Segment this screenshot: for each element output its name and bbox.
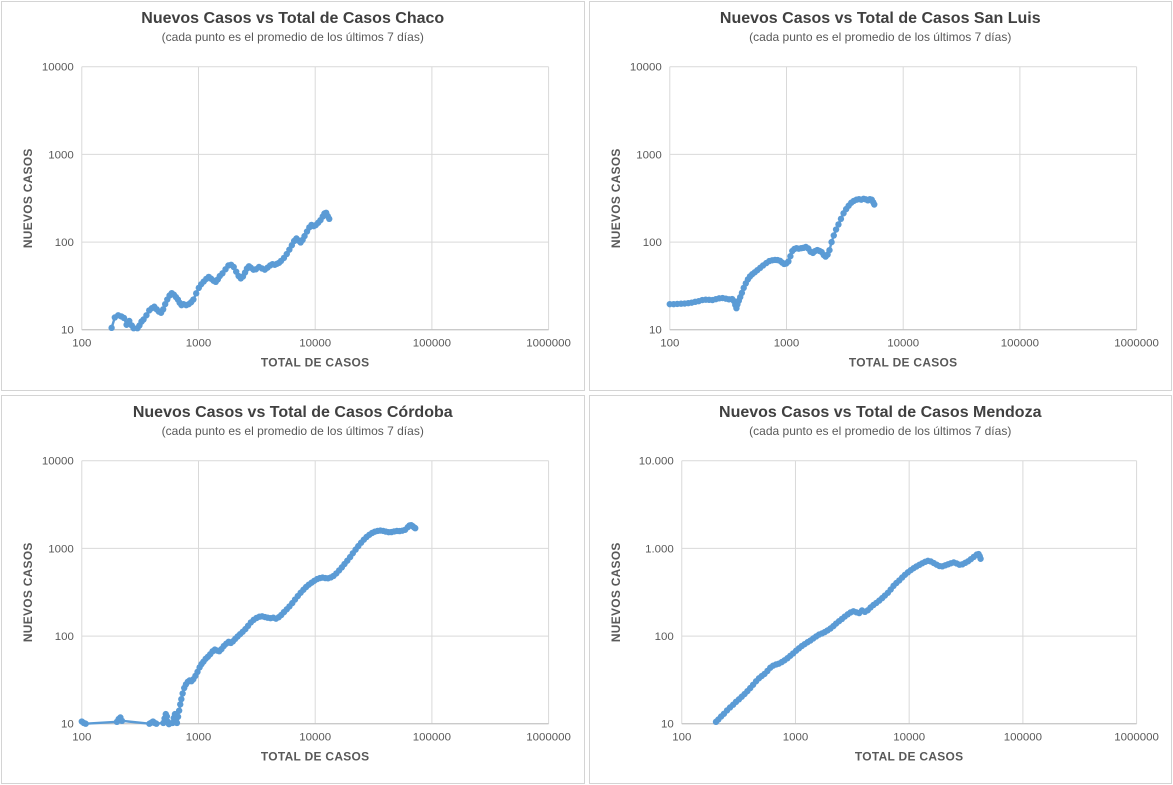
data-point (143, 312, 150, 319)
data-point (412, 524, 419, 531)
data-point (837, 215, 844, 223)
data-point (825, 246, 833, 254)
data-point (175, 706, 183, 714)
data-point (738, 289, 745, 297)
data-point (976, 555, 984, 562)
data-point (786, 253, 794, 260)
x-axis-title: TOTAL DE CASOS (854, 749, 963, 763)
data-point (174, 713, 182, 720)
data-point (120, 314, 128, 322)
data-point (153, 720, 160, 727)
x-tick-label: 1000000 (1114, 731, 1159, 743)
x-tick-label: 10000 (887, 338, 919, 350)
x-tick-label: 100 (660, 338, 679, 350)
y-tick-label: 1000 (636, 149, 662, 161)
data-point (190, 296, 197, 303)
data-point (178, 695, 185, 702)
y-tick-label: 10000 (42, 62, 74, 74)
data-point (830, 232, 837, 239)
chart-panel-cordoba: Nuevos Casos vs Total de Casos Córdoba (… (1, 394, 585, 784)
x-tick-label: 100000 (413, 338, 451, 350)
x-tick-label: 100 (72, 731, 91, 743)
data-point (173, 719, 181, 726)
y-tick-label: 1.000 (645, 543, 674, 555)
series-line (714, 552, 982, 723)
y-tick-label: 10000 (42, 455, 74, 467)
series-line (110, 211, 331, 330)
chart-panel-san-luis: Nuevos Casos vs Total de Casos San Luis … (588, 1, 1172, 391)
data-point (118, 717, 126, 724)
y-tick-label: 10 (661, 718, 674, 730)
data-point (230, 263, 237, 271)
y-tick-label: 100 (55, 631, 74, 643)
y-axis-title: NUEVOS CASOS (21, 148, 35, 248)
x-tick-label: 1000 (773, 338, 799, 350)
x-tick-label: 100000 (1003, 731, 1041, 743)
x-tick-label: 1000000 (526, 731, 571, 743)
y-tick-label: 10 (649, 325, 662, 337)
data-point (832, 226, 839, 233)
y-tick-label: 1000 (48, 149, 74, 161)
data-point (179, 689, 186, 697)
y-tick-label: 10000 (629, 62, 661, 74)
x-tick-label: 10000 (299, 338, 331, 350)
x-tick-label: 100 (72, 338, 91, 350)
x-axis-title: TOTAL DE CASOS (261, 749, 370, 763)
y-tick-label: 100 (642, 237, 661, 249)
y-tick-label: 10.000 (638, 455, 673, 467)
x-tick-label: 1000 (186, 338, 212, 350)
y-tick-label: 100 (55, 237, 74, 249)
y-axis-title: NUEVOS CASOS (608, 148, 622, 248)
y-axis-title: NUEVOS CASOS (608, 542, 622, 642)
data-point (159, 306, 167, 313)
data-point (326, 215, 333, 223)
x-tick-label: 100 (672, 731, 691, 743)
x-tick-label: 10000 (299, 731, 331, 743)
x-tick-label: 1000000 (1114, 338, 1159, 350)
chart-panel-chaco: Nuevos Casos vs Total de Casos Chaco (ca… (1, 1, 585, 391)
x-tick-label: 10000 (893, 731, 925, 743)
y-tick-label: 10 (61, 325, 74, 337)
x-axis-title: TOTAL DE CASOS (261, 356, 370, 370)
y-tick-label: 10 (61, 718, 74, 730)
x-tick-label: 100000 (1000, 338, 1038, 350)
data-point (82, 720, 89, 727)
x-tick-label: 100000 (413, 731, 451, 743)
data-point (870, 201, 877, 208)
data-point (827, 238, 835, 246)
y-tick-label: 100 (654, 631, 673, 643)
data-point (163, 712, 171, 720)
x-axis-title: TOTAL DE CASOS (848, 356, 957, 370)
y-tick-label: 1000 (48, 543, 74, 555)
data-point (108, 324, 115, 332)
chart-panel-mendoza: Nuevos Casos vs Total de Casos Mendoza (… (588, 394, 1172, 784)
data-point (834, 221, 842, 228)
x-tick-label: 1000 (782, 731, 808, 743)
x-tick-label: 1000000 (526, 338, 571, 350)
data-point (177, 700, 184, 708)
y-axis-title: NUEVOS CASOS (21, 542, 35, 642)
data-point (193, 290, 200, 297)
data-point (784, 258, 792, 265)
x-tick-label: 1000 (186, 731, 212, 743)
